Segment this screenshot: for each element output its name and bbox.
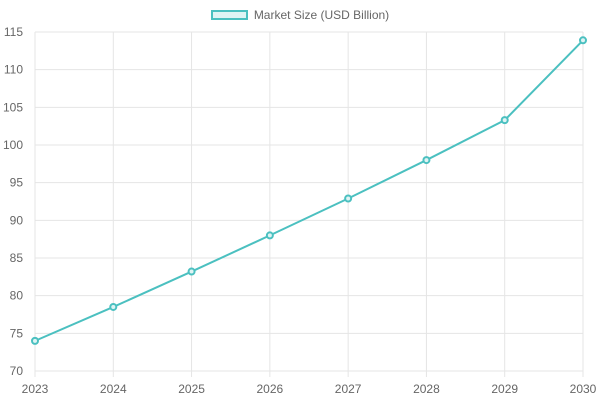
- y-tick-label: 90: [10, 213, 24, 227]
- y-tick-label: 100: [3, 138, 23, 152]
- y-tick-label: 95: [10, 176, 24, 190]
- x-tick-label: 2025: [178, 382, 205, 396]
- x-tick-label: 2028: [413, 382, 440, 396]
- data-point[interactable]: [500, 116, 509, 125]
- data-point[interactable]: [579, 36, 587, 45]
- data-point[interactable]: [422, 156, 431, 165]
- data-point[interactable]: [31, 336, 39, 345]
- y-tick-label: 80: [10, 289, 24, 303]
- x-tick-label: 2027: [335, 382, 362, 396]
- legend-swatch: [210, 10, 248, 20]
- series-layer: [31, 36, 587, 345]
- series-line: [34, 39, 584, 342]
- x-tick-label: 2024: [100, 382, 127, 396]
- grid: [34, 31, 584, 377]
- legend-label: Market Size (USD Billion): [253, 8, 390, 22]
- x-tick-label: 2023: [22, 382, 49, 396]
- axes: 70 75 80 85 90 95 100 105 110 115 2023 2024 2025 2026…: [3, 25, 597, 396]
- x-tick-label: 2030: [570, 382, 597, 396]
- y-tick-label: 105: [3, 100, 23, 114]
- y-tick-label: 110: [4, 63, 23, 77]
- y-tick-label: 70: [10, 364, 24, 378]
- x-tick-label: 2029: [491, 382, 518, 396]
- data-point[interactable]: [265, 231, 274, 240]
- legend[interactable]: Market Size (USD Billion): [0, 8, 600, 22]
- data-point[interactable]: [187, 267, 196, 276]
- data-point[interactable]: [344, 194, 353, 203]
- x-tick-label: 2026: [257, 382, 284, 396]
- data-point[interactable]: [109, 302, 118, 311]
- y-tick-label: 115: [4, 25, 23, 39]
- y-tick-label: 75: [10, 326, 24, 340]
- y-tick-label: 85: [10, 251, 24, 265]
